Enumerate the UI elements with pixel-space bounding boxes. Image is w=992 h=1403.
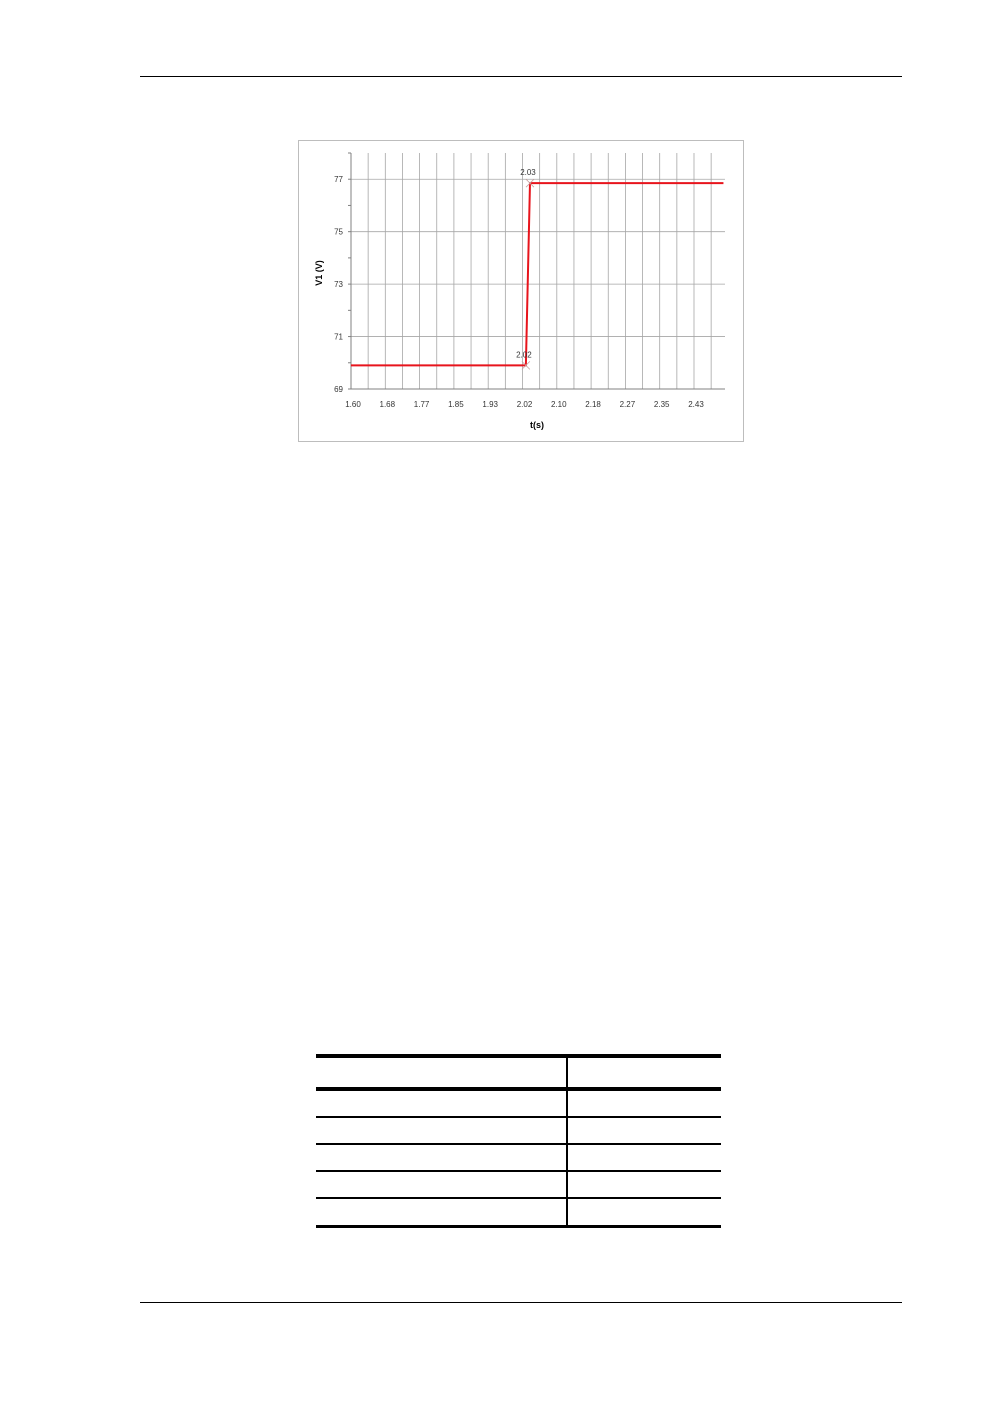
table-header-rule <box>316 1087 721 1091</box>
x-tick-label: 2.27 <box>620 400 636 409</box>
x-tick-label: 2.43 <box>688 400 704 409</box>
header-rule <box>140 76 902 77</box>
y-axis-label: V1 (V) <box>314 260 324 286</box>
x-tick-label: 1.60 <box>345 400 361 409</box>
footer-rule <box>140 1302 902 1303</box>
x-tick-label: 1.93 <box>482 400 498 409</box>
x-tick-label: 2.10 <box>551 400 567 409</box>
table-top-rule <box>316 1054 721 1058</box>
y-tick-label: 69 <box>334 385 343 394</box>
table-row-rule <box>316 1197 721 1199</box>
chart-svg: 69 71 73 75 77 1.60 1.68 1.77 1.85 1.93 2.02 2.10 2.… <box>314 152 725 430</box>
x-tick-label: 2.18 <box>585 400 601 409</box>
table-bottom-rule <box>316 1225 721 1228</box>
data-point-marker <box>525 178 535 188</box>
y-tick-label: 71 <box>334 333 343 342</box>
x-tick-label: 1.77 <box>414 400 430 409</box>
y-tick-label: 75 <box>334 228 343 237</box>
table-column-divider <box>566 1054 568 1228</box>
x-tick-label: 1.68 <box>380 400 396 409</box>
x-tick-label: 2.35 <box>654 400 670 409</box>
data-label: 2.03 <box>520 168 536 177</box>
series-line <box>350 182 724 367</box>
y-tick-label: 77 <box>334 175 343 184</box>
y-tick-label: 73 <box>334 280 343 289</box>
table-row-rule <box>316 1170 721 1172</box>
table-row-rule <box>316 1143 721 1145</box>
data-point-marker <box>521 361 531 370</box>
data-label: 2.02 <box>516 350 532 359</box>
x-axis-label: t(s) <box>530 420 544 430</box>
x-tick-label: 1.85 <box>448 400 464 409</box>
x-tick-label: 2.02 <box>517 400 533 409</box>
table-row-rule <box>316 1116 721 1118</box>
voltage-step-chart: 69 71 73 75 77 1.60 1.68 1.77 1.85 1.93 2.02 2.10 2.… <box>298 140 744 442</box>
